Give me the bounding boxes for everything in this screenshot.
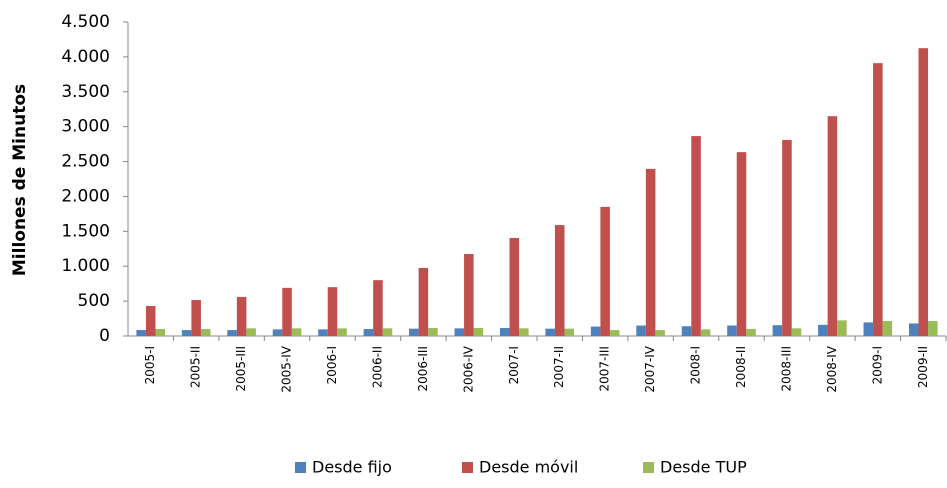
bar bbox=[291, 328, 302, 336]
y-tick-label: 4.500 bbox=[61, 12, 110, 32]
bar bbox=[464, 254, 474, 336]
bar bbox=[600, 206, 610, 336]
legend-swatch bbox=[643, 462, 654, 473]
bar bbox=[564, 328, 575, 336]
x-tick-label: 2008-III bbox=[779, 346, 793, 392]
x-tick-label: 2008-IV bbox=[825, 345, 839, 392]
bar bbox=[908, 323, 919, 336]
bar bbox=[590, 326, 601, 336]
bar bbox=[609, 330, 620, 336]
x-tick-label: 2005-IV bbox=[280, 345, 294, 392]
bar bbox=[554, 225, 565, 336]
bar bbox=[746, 329, 756, 336]
bar bbox=[363, 329, 374, 336]
bar bbox=[136, 330, 146, 336]
bar bbox=[736, 152, 747, 336]
x-tick-label: 2007-I bbox=[507, 346, 521, 384]
bar bbox=[373, 280, 383, 336]
x-tick-label: 2007-II bbox=[552, 346, 566, 388]
bar bbox=[418, 267, 429, 336]
bar bbox=[428, 327, 438, 336]
bar bbox=[191, 300, 201, 336]
bar bbox=[246, 328, 256, 336]
bar bbox=[282, 287, 292, 336]
bar bbox=[272, 329, 283, 336]
bar bbox=[473, 327, 484, 336]
y-tick-label: 3.000 bbox=[61, 117, 110, 137]
bar bbox=[645, 168, 656, 336]
bar bbox=[409, 328, 419, 336]
bar bbox=[863, 322, 874, 336]
bar bbox=[227, 330, 237, 336]
bar bbox=[782, 139, 792, 336]
y-tick-label: 3.500 bbox=[61, 82, 110, 102]
bar bbox=[928, 320, 938, 336]
bar bbox=[827, 116, 838, 336]
bar bbox=[837, 320, 847, 336]
bar bbox=[382, 328, 393, 336]
legend-label: Desde móvil bbox=[479, 458, 578, 477]
bar bbox=[519, 328, 529, 336]
legend-label: Desde fijo bbox=[312, 458, 392, 477]
y-tick-label: 2.500 bbox=[61, 152, 110, 172]
bar bbox=[236, 296, 247, 336]
bar bbox=[882, 320, 893, 336]
bar bbox=[545, 328, 555, 336]
y-tick-label: 2.000 bbox=[61, 186, 110, 206]
x-tick-label: 2007-III bbox=[598, 346, 612, 392]
legend-swatch bbox=[462, 462, 473, 473]
x-tick-label: 2008-I bbox=[689, 346, 703, 384]
bar bbox=[873, 63, 883, 337]
legend-label: Desde TUP bbox=[660, 458, 747, 477]
x-tick-label: 2006-II bbox=[370, 346, 384, 388]
x-tick-label: 2006-I bbox=[325, 346, 339, 384]
x-tick-label: 2005-I bbox=[143, 346, 157, 384]
x-tick-label: 2005-III bbox=[234, 346, 248, 392]
bar bbox=[655, 330, 665, 336]
y-tick-label: 500 bbox=[78, 291, 110, 311]
bar bbox=[772, 325, 783, 336]
x-tick-label: 2009-II bbox=[916, 346, 930, 388]
legend-swatch bbox=[295, 462, 306, 473]
y-tick-label: 0 bbox=[99, 326, 110, 346]
bar bbox=[327, 287, 338, 336]
bar bbox=[454, 328, 465, 336]
bar bbox=[818, 324, 828, 336]
y-tick-label: 1.500 bbox=[61, 221, 110, 241]
bar bbox=[181, 330, 192, 336]
x-tick-label: 2008-II bbox=[734, 346, 748, 388]
bar bbox=[681, 326, 692, 336]
bar bbox=[145, 305, 156, 336]
bar bbox=[318, 329, 328, 336]
bar bbox=[691, 136, 701, 336]
bar bbox=[727, 325, 737, 336]
bar bbox=[636, 325, 646, 336]
bar bbox=[200, 329, 211, 336]
bar bbox=[509, 237, 520, 336]
x-tick-label: 2006-III bbox=[416, 346, 430, 392]
x-tick-label: 2009-I bbox=[870, 346, 884, 384]
bar bbox=[918, 48, 929, 337]
bar bbox=[791, 328, 802, 336]
bar bbox=[155, 329, 166, 336]
bar bbox=[337, 328, 347, 336]
y-axis-label: Millones de Minutos bbox=[10, 84, 30, 276]
bar bbox=[499, 327, 510, 336]
x-tick-label: 2005-II bbox=[189, 346, 203, 388]
x-tick-label: 2006-IV bbox=[461, 345, 475, 392]
y-tick-label: 4.000 bbox=[61, 47, 110, 67]
x-tick-label: 2007-IV bbox=[643, 345, 657, 392]
y-tick-label: 1.000 bbox=[61, 256, 110, 276]
bar bbox=[700, 329, 711, 336]
